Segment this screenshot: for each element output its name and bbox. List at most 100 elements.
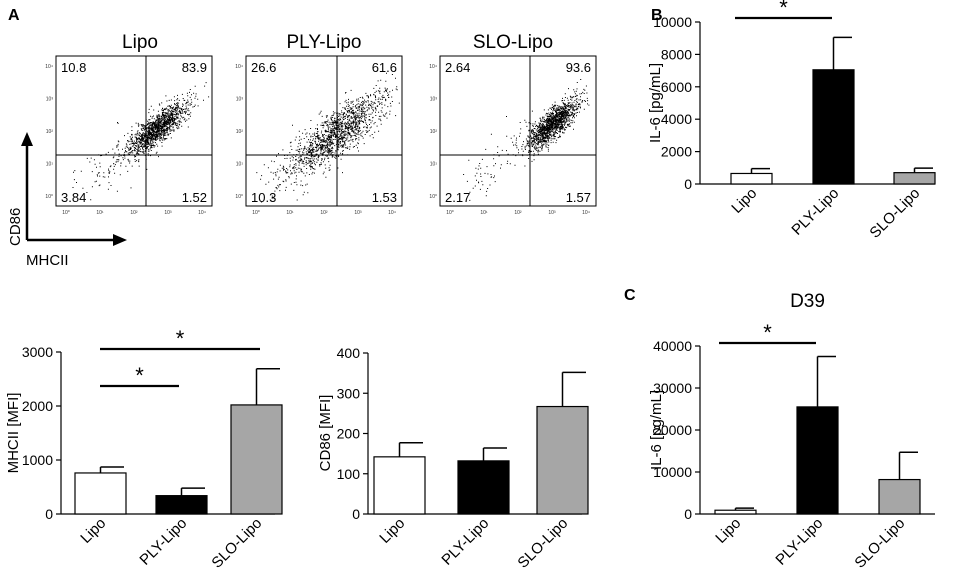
x-tick-label: Lipo bbox=[77, 515, 109, 547]
y-tick-label: 200 bbox=[337, 426, 361, 442]
bar-chart-cd86: 0 100 200 300 400 CD86 [MFI] Lipo PLY-Lipo SLO-L… bbox=[317, 345, 589, 572]
flow-plot-frame bbox=[55, 55, 213, 207]
mhcii-axis-label: MHCII bbox=[26, 252, 69, 269]
bar-slo-lipo bbox=[536, 405, 589, 515]
flow-plot-title: SLO-Lipo bbox=[473, 32, 553, 53]
y-tick-label: 2000 bbox=[22, 398, 53, 414]
y-tick-label: 1000 bbox=[22, 452, 53, 468]
bar-slo-lipo bbox=[230, 404, 283, 515]
y-tick-label: 100 bbox=[337, 466, 361, 482]
flow-x-tick: 10² bbox=[320, 210, 328, 216]
flow-plot-frame bbox=[245, 55, 403, 207]
flow-x-tick: 10⁴ bbox=[582, 210, 590, 216]
flow-y-tick: 10³ bbox=[430, 97, 438, 103]
flow-x-tick: 10³ bbox=[548, 210, 556, 216]
flow-dots bbox=[256, 72, 400, 203]
flow-dot-cloud bbox=[256, 72, 400, 203]
flow-x-tick: 10¹ bbox=[96, 210, 104, 216]
flow-x-tick: 10³ bbox=[354, 210, 362, 216]
x-tick-label: PLY-Lipo bbox=[788, 185, 842, 239]
y-tick-label: 20000 bbox=[653, 422, 692, 438]
x-tick-label: SLO-Lipo bbox=[208, 515, 265, 572]
flow-y-tick: 10⁴ bbox=[235, 64, 243, 70]
y-tick-label: 400 bbox=[337, 345, 361, 361]
flow-y-tick: 10³ bbox=[46, 97, 54, 103]
flow-y-tick: 10² bbox=[430, 129, 438, 135]
flow-x-tick: 10⁴ bbox=[388, 210, 396, 216]
quadrant-ul: 26.6 bbox=[251, 60, 276, 75]
x-tick-label: Lipo bbox=[376, 515, 408, 547]
y-axis-label: IL-6 [pg/mL] bbox=[648, 390, 665, 470]
flow-x-tick: 10² bbox=[130, 210, 138, 216]
bar-lipo bbox=[714, 509, 757, 515]
flow-x-tick: 10² bbox=[514, 210, 522, 216]
y-tick-label: 8000 bbox=[661, 46, 692, 62]
y-tick-label: 0 bbox=[352, 506, 360, 522]
flow-y-tick: 10⁰ bbox=[45, 194, 53, 200]
quadrant-ll: 10.3 bbox=[251, 190, 276, 205]
x-tick-label: PLY-Lipo bbox=[772, 515, 826, 569]
flow-plot-title: Lipo bbox=[122, 32, 158, 53]
y-tick-label: 0 bbox=[45, 506, 53, 522]
bar-ply-lipo bbox=[155, 495, 208, 515]
flow-y-tick: 10² bbox=[46, 129, 54, 135]
flow-dots bbox=[72, 82, 210, 201]
quadrant-ll: 3.84 bbox=[61, 190, 86, 205]
axis-key: CD86 MHCII bbox=[7, 132, 127, 269]
significance-star: * bbox=[779, 0, 788, 20]
significance-star: * bbox=[176, 326, 185, 351]
flow-x-tick: 10⁰ bbox=[446, 210, 454, 216]
flow-y-tick: 10⁰ bbox=[429, 194, 437, 200]
flow-plot-lipo: Lipo 10.8 83.9 3.84 1.52 10⁰ 10⁰ 10¹ 10¹ 10²… bbox=[45, 32, 213, 216]
quadrant-ll: 2.17 bbox=[445, 190, 470, 205]
y-tick-label: 0 bbox=[684, 506, 692, 522]
chart-title: D39 bbox=[790, 291, 825, 312]
bar-slo-lipo bbox=[878, 478, 921, 515]
y-axis-label: IL-6 [pg/mL] bbox=[647, 63, 664, 143]
flow-x-tick: 10⁰ bbox=[252, 210, 260, 216]
quadrant-ur: 93.6 bbox=[566, 60, 591, 75]
flow-x-tick: 10¹ bbox=[286, 210, 294, 216]
x-tick-label: Lipo bbox=[712, 515, 744, 547]
quadrant-lr: 1.57 bbox=[566, 190, 591, 205]
bar-chart-il6-b: 0 2000 4000 6000 8000 10000 IL-6 [pg/mL] Lipo PL… bbox=[647, 0, 936, 242]
flow-y-tick: 10⁰ bbox=[235, 194, 243, 200]
panel-label-c: C bbox=[624, 287, 636, 304]
bar-chart-mhcii: 0 1000 2000 3000 MHCII [MFI] Lipo PLY-Lipo SLO-… bbox=[5, 326, 283, 572]
quadrant-ul: 10.8 bbox=[61, 60, 86, 75]
x-tick-label: SLO-Lipo bbox=[866, 185, 923, 242]
bar-lipo bbox=[730, 172, 773, 185]
y-tick-label: 40000 bbox=[653, 338, 692, 354]
quadrant-lr: 1.53 bbox=[372, 190, 397, 205]
quadrant-ur: 61.6 bbox=[372, 60, 397, 75]
cd86-arrow-head bbox=[21, 132, 33, 146]
flow-y-tick: 10⁴ bbox=[429, 64, 437, 70]
bar-ply-lipo bbox=[812, 69, 855, 185]
bar-ply-lipo bbox=[457, 460, 510, 515]
y-tick-label: 300 bbox=[337, 385, 361, 401]
cd86-axis-label: CD86 bbox=[7, 208, 24, 246]
flow-y-tick: 10² bbox=[236, 129, 244, 135]
bar-slo-lipo bbox=[893, 172, 936, 185]
y-tick-label: 10000 bbox=[653, 14, 692, 30]
flow-dots bbox=[463, 79, 590, 201]
y-tick-label: 2000 bbox=[661, 144, 692, 160]
y-axis-label: CD86 [MFI] bbox=[317, 395, 334, 472]
y-tick-label: 10000 bbox=[653, 464, 692, 480]
flow-plot-frame bbox=[439, 55, 597, 207]
x-tick-label: SLO-Lipo bbox=[514, 515, 571, 572]
significance-star: * bbox=[135, 363, 144, 388]
flow-dot-cloud bbox=[463, 79, 590, 201]
flow-plot-slo-lipo: SLO-Lipo 2.64 93.6 2.17 1.57 10⁰ 10⁰ 10¹ 10… bbox=[429, 32, 597, 216]
flow-y-tick: 10¹ bbox=[46, 162, 54, 168]
y-tick-label: 6000 bbox=[661, 79, 692, 95]
quadrant-lr: 1.52 bbox=[182, 190, 207, 205]
x-tick-label: Lipo bbox=[728, 185, 760, 217]
y-tick-label: 30000 bbox=[653, 380, 692, 396]
bar-lipo bbox=[373, 456, 426, 515]
panel-label-b: B bbox=[651, 7, 663, 24]
bar-ply-lipo bbox=[796, 406, 839, 515]
flow-x-tick: 10⁰ bbox=[62, 210, 70, 216]
y-tick-label: 4000 bbox=[661, 111, 692, 127]
